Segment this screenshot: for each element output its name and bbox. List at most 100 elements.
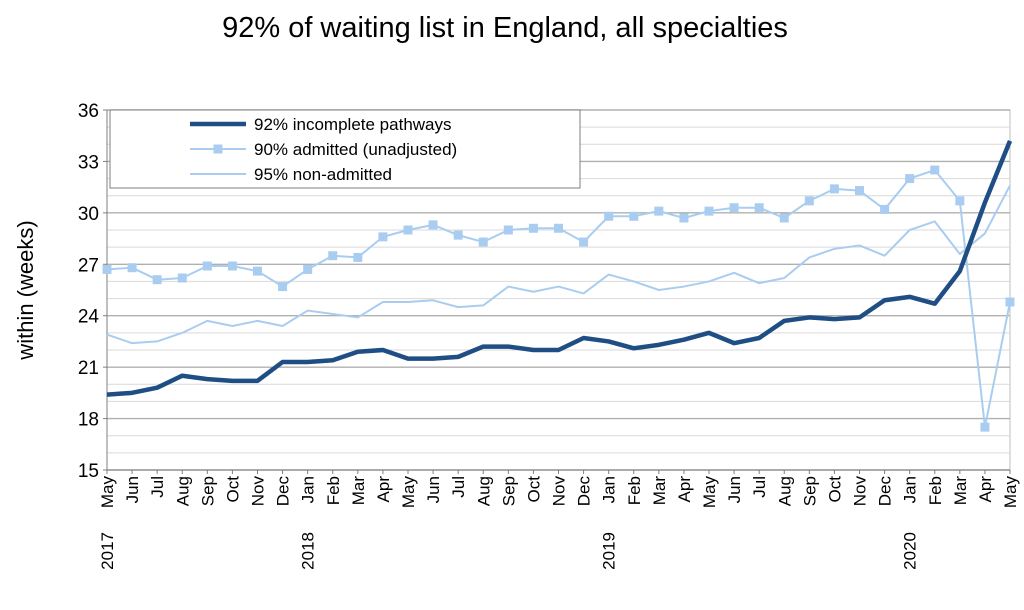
data-point [779, 213, 789, 223]
series-line-1 [106, 140, 1013, 397]
y-axis-label: within (weeks) [13, 220, 38, 360]
x-tick-label: Nov [550, 476, 569, 507]
x-tick-label: Aug [173, 476, 192, 506]
x-tick-label: May [700, 476, 719, 509]
x-year-label: 2020 [901, 532, 920, 570]
data-point [478, 237, 488, 247]
legend-box [109, 109, 581, 189]
y-tick-label: 24 [78, 307, 100, 328]
x-tick-label: Feb [926, 476, 945, 505]
x-tick-label: Oct [223, 476, 242, 503]
y-tick-label: 36 [78, 101, 99, 122]
data-point [227, 261, 237, 271]
data-point [880, 204, 890, 214]
x-tick-label: Apr [976, 476, 995, 503]
y-tick-label: 33 [78, 152, 99, 173]
data-point [980, 422, 990, 432]
x-tick-label: Oct [825, 476, 844, 503]
x-tick-label: Jul [750, 476, 769, 498]
y-tick-label: 15 [78, 461, 99, 482]
data-point [428, 220, 438, 230]
data-point [102, 264, 112, 274]
data-point [754, 203, 764, 213]
x-tick-label: Jan [600, 476, 619, 503]
data-point [353, 252, 363, 262]
x-tick-label: Apr [374, 476, 393, 503]
x-year-label: 2017 [98, 532, 117, 570]
x-tick-label: Aug [775, 476, 794, 506]
x-tick-label: Apr [675, 476, 694, 503]
legend-label: 95% non-admitted [254, 165, 392, 184]
legend: 92% incomplete pathways 90% admitted (una… [109, 109, 581, 189]
data-point [905, 174, 915, 184]
x-tick-label: Jul [148, 476, 167, 498]
x-year-label: 2019 [600, 532, 619, 570]
x-tick-label: Dec [274, 476, 293, 507]
legend-label: 90% admitted (unadjusted) [254, 140, 457, 159]
y-axis: 15 18 21 24 27 30 33 36 [78, 101, 108, 482]
data-point [554, 223, 563, 233]
legend-marker [213, 144, 223, 154]
data-point [654, 206, 664, 216]
y-tick-label: 27 [78, 255, 99, 276]
y-tick-label: 21 [78, 358, 99, 379]
x-tick-label: May [399, 476, 418, 509]
y-tick-label: 18 [78, 410, 99, 431]
data-point [528, 223, 538, 233]
data-point [579, 237, 589, 247]
x-tick-label: Nov [249, 476, 268, 507]
data-point [804, 196, 814, 206]
x-axis: May Jun Jul Aug Sep Oct Nov Dec Jan Feb Mar Apr May J… [98, 469, 1020, 570]
data-point [629, 211, 639, 221]
data-point [729, 203, 739, 213]
x-tick-label: Jun [424, 476, 443, 503]
data-point [704, 206, 714, 216]
x-tick-label: May [98, 476, 117, 509]
data-point [378, 232, 388, 242]
chart-title: 92% of waiting list in England, all spec… [222, 12, 788, 44]
x-tick-label: Dec [575, 476, 594, 507]
data-point [930, 165, 940, 175]
x-tick-label: Jun [123, 476, 142, 503]
x-tick-label: Feb [625, 476, 644, 505]
y-tick-label: 30 [78, 204, 99, 225]
data-point [829, 184, 839, 194]
x-tick-label: Mar [349, 476, 368, 506]
x-tick-label: Oct [524, 476, 543, 503]
data-point [453, 230, 463, 240]
data-point [177, 273, 187, 283]
x-year-label: 2018 [299, 532, 318, 570]
x-tick-label: Nov [851, 476, 870, 507]
data-point [1005, 297, 1015, 307]
data-point [604, 211, 614, 221]
data-point [127, 263, 137, 273]
data-point [328, 251, 338, 261]
data-point [855, 186, 864, 196]
x-tick-label: Sep [198, 476, 217, 506]
legend-label: 92% incomplete pathways [254, 115, 452, 134]
x-tick-label: Feb [324, 476, 343, 505]
x-tick-label: Sep [800, 476, 819, 506]
x-tick-label: Aug [474, 476, 493, 506]
data-point [152, 275, 162, 285]
x-tick-label: Mar [650, 476, 669, 506]
x-tick-label: Sep [499, 476, 518, 506]
data-point [679, 213, 689, 223]
data-point [403, 225, 413, 235]
data-point [955, 196, 965, 206]
x-tick-label: Jul [449, 476, 468, 498]
x-tick-label: Jun [725, 476, 744, 503]
x-tick-label: Dec [876, 476, 895, 507]
series-line-3 [106, 184, 1011, 345]
data-point [503, 225, 513, 235]
x-tick-label: May [1001, 476, 1020, 509]
data-point [202, 261, 212, 271]
data-point [303, 264, 313, 274]
x-tick-label: Mar [951, 476, 970, 506]
series-group [102, 140, 1015, 432]
data-point [278, 282, 288, 292]
x-tick-label: Jan [901, 476, 920, 503]
x-tick-label: Jan [299, 476, 318, 503]
data-point [253, 266, 262, 276]
